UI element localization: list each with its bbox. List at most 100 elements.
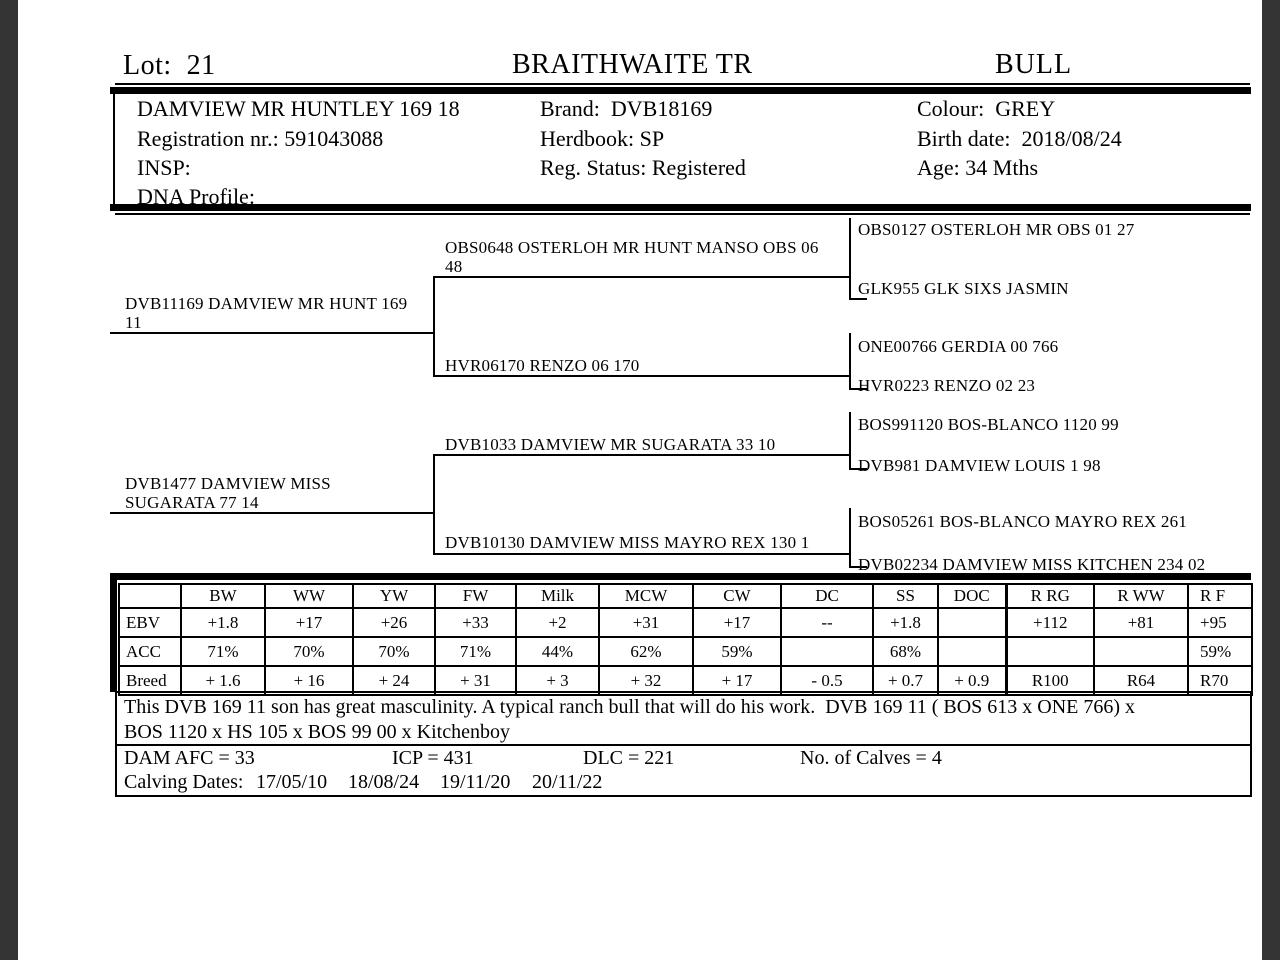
connector-line — [849, 298, 867, 300]
ebv-row: EBV +1.8 +17 +26 +33 +2 +31 +17 -- +1.8 … — [118, 607, 1253, 638]
pedigree-dam: DVB1477 DAMVIEW MISS SUGARATA 77 14 — [125, 474, 331, 512]
connector-line — [433, 276, 851, 278]
connector-line — [433, 375, 851, 377]
cell: 71% — [180, 636, 266, 667]
cell: -- — [780, 607, 874, 638]
col-header — [118, 583, 182, 609]
col-header: YW — [352, 583, 436, 609]
ebv-header-row: BW WW YW FW Milk MCW CW DC SS DOC R RG R… — [118, 583, 1253, 609]
cell — [1093, 636, 1189, 667]
cell: +17 — [264, 607, 354, 638]
calving-date: 18/08/24 — [348, 771, 420, 793]
col-header: DC — [780, 583, 874, 609]
pedigree-sire-sire: OBS0648 OSTERLOH MR HUNT MANSO OBS 06 48 — [445, 238, 819, 276]
ebv-table: BW WW YW FW Milk MCW CW DC SS DOC R RG R… — [118, 583, 1253, 696]
dam-dlc: DLC = 221 — [583, 747, 675, 769]
pedigree-ggp-3: ONE00766 GERDIA 00 766 — [858, 337, 1059, 356]
age-field: Age: 34 Mths — [917, 155, 1038, 180]
info-rule-thick — [110, 204, 1251, 211]
cell: 44% — [515, 636, 600, 667]
cell: 70% — [352, 636, 436, 667]
info-box — [113, 94, 1253, 204]
dam-afc: DAM AFC = 33 — [124, 747, 255, 769]
notes-divider — [115, 744, 1252, 746]
cell: R100 — [1004, 665, 1095, 696]
cell: +17 — [692, 607, 782, 638]
connector-line — [433, 553, 851, 555]
cell: R64 — [1093, 665, 1189, 696]
cell: +112 — [1004, 607, 1095, 638]
herdbook-field: Herdbook: SP — [540, 126, 665, 151]
col-header: R F — [1187, 583, 1253, 609]
cell: +1.8 — [872, 607, 939, 638]
cell: 62% — [598, 636, 694, 667]
cell: 71% — [434, 636, 517, 667]
breeder-title: BRAITHWAITE TR — [512, 49, 753, 80]
birth-date-field: Birth date: 2018/08/24 — [917, 126, 1122, 151]
pedigree-ggp-6: DVB981 DAMVIEW LOUIS 1 98 — [858, 456, 1101, 475]
cell: - 0.5 — [780, 665, 874, 696]
cell: 70% — [264, 636, 354, 667]
cell: 68% — [872, 636, 939, 667]
animal-name: DAMVIEW MR HUNTLEY 169 18 — [137, 96, 460, 121]
registration-field: Registration nr.: 591043088 — [137, 126, 384, 151]
row-label: ACC — [118, 636, 182, 667]
calving-date: 17/05/10 — [256, 771, 328, 793]
connector-line — [433, 276, 435, 377]
cell — [937, 607, 1007, 638]
cell: +26 — [352, 607, 436, 638]
col-header: R WW — [1093, 583, 1189, 609]
cell: 59% — [1187, 636, 1253, 667]
col-header: Milk — [515, 583, 600, 609]
breed-row: Breed + 1.6 + 16 + 24 + 31 + 3 + 32 + 17… — [118, 665, 1253, 696]
cell: + 16 — [264, 665, 354, 696]
connector-line — [433, 454, 435, 555]
connector-line — [849, 333, 851, 390]
brand-field: Brand: DVB18169 — [540, 96, 713, 121]
col-header: R RG — [1004, 583, 1095, 609]
col-header: DOC — [937, 583, 1007, 609]
connector-line — [110, 512, 433, 514]
connector-line — [110, 332, 433, 334]
cell: + 31 — [434, 665, 517, 696]
pedigree-ggp-2: GLK955 GLK SIXS JASMIN — [858, 279, 1069, 298]
cell — [937, 636, 1007, 667]
connector-line — [849, 412, 851, 470]
pedigree-sire: DVB11169 DAMVIEW MR HUNT 169 11 — [125, 294, 408, 332]
col-header: FW — [434, 583, 517, 609]
header-rule-thick — [110, 87, 1251, 94]
pedigree-dam-sire: DVB1033 DAMVIEW MR SUGARATA 33 10 — [445, 435, 776, 454]
table-rule-thick — [110, 573, 1251, 580]
connector-line — [849, 566, 867, 568]
pedigree-ggp-4: HVR0223 RENZO 02 23 — [858, 376, 1036, 395]
row-label: Breed — [118, 665, 182, 696]
cell: +2 — [515, 607, 600, 638]
cell: + 1.6 — [180, 665, 266, 696]
connector-line — [849, 468, 867, 470]
calving-date: 20/11/22 — [532, 771, 603, 793]
cell: + 32 — [598, 665, 694, 696]
connector-line — [849, 508, 851, 568]
connector-line — [433, 454, 851, 456]
colour-field: Colour: GREY — [917, 96, 1056, 121]
cell: + 0.9 — [937, 665, 1007, 696]
pedigree-ggp-1: OBS0127 OSTERLOH MR OBS 01 27 — [858, 220, 1135, 239]
sale-notes: This DVB 169 11 son has great masculinit… — [124, 696, 1136, 743]
cell: + 0.7 — [872, 665, 939, 696]
pedigree-ggp-7: BOS05261 BOS-BLANCO MAYRO REX 261 — [858, 512, 1188, 531]
table-left-bar — [110, 573, 117, 692]
cell: + 3 — [515, 665, 600, 696]
col-header: BW — [180, 583, 266, 609]
pedigree-dam-dam: DVB10130 DAMVIEW MISS MAYRO REX 130 1 — [445, 533, 810, 552]
calving-dates-label: Calving Dates: — [124, 771, 244, 793]
animal-category: BULL — [995, 49, 1073, 80]
connector-line — [849, 218, 851, 300]
cell: +81 — [1093, 607, 1189, 638]
cell — [1004, 636, 1095, 667]
right-scan-bar — [1262, 0, 1280, 960]
left-scan-bar — [0, 0, 18, 960]
connector-line — [849, 388, 867, 390]
cell: +95 — [1187, 607, 1253, 638]
pedigree-ggp-8: DVB02234 DAMVIEW MISS KITCHEN 234 02 — [858, 555, 1206, 574]
col-header: MCW — [598, 583, 694, 609]
